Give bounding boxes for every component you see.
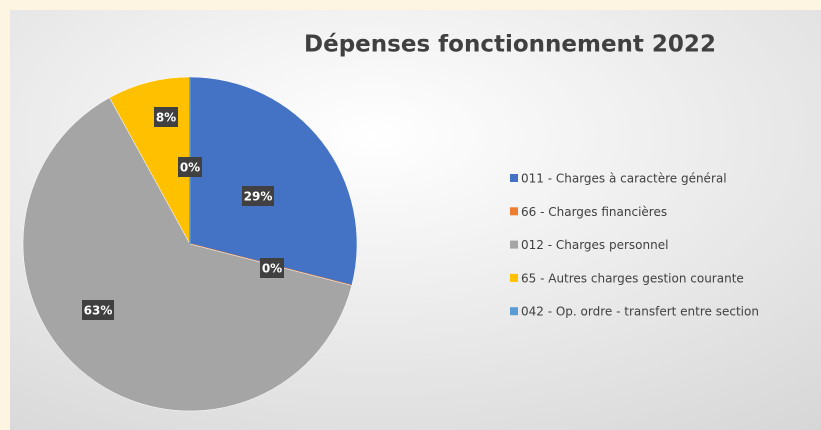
data-label: 29% (242, 186, 274, 206)
legend-swatch (510, 240, 518, 249)
legend-swatch (510, 307, 518, 316)
data-label: 0% (178, 157, 202, 177)
chart-title: Dépenses fonctionnement 2022 (304, 32, 716, 58)
legend-label: 66 - Charges financières (521, 205, 667, 219)
data-label-box (82, 300, 114, 320)
legend-label: 012 - Charges personnel (521, 238, 668, 252)
data-label: 63% (82, 300, 114, 320)
pie-slice (22, 97, 353, 412)
legend-swatch (510, 207, 518, 216)
legend-swatch (510, 174, 518, 182)
data-label-text: 0% (180, 161, 200, 175)
data-label-box (242, 186, 274, 206)
pie-slice (189, 76, 358, 286)
legend-label: 65 - Autres charges gestion courante (521, 271, 744, 285)
data-label-box (260, 258, 284, 278)
data-label-box (178, 157, 202, 177)
data-label-text: 63% (84, 304, 113, 318)
data-label-box (154, 107, 178, 127)
legend-label: 011 - Charges à caractère général (521, 172, 727, 186)
legend-label: 042 - Op. ordre - transfert entre sectio… (521, 305, 759, 319)
data-label-text: 0% (262, 262, 282, 276)
data-label-text: 8% (156, 111, 176, 125)
data-label: 8% (154, 107, 178, 127)
data-label-text: 29% (244, 190, 273, 204)
legend-swatch (510, 273, 518, 282)
data-label: 0% (260, 258, 284, 278)
